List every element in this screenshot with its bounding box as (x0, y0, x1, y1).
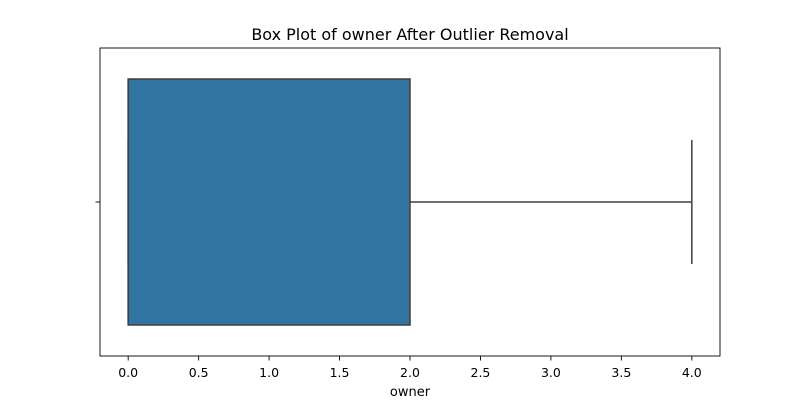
x-tick-label: 0.5 (189, 365, 209, 380)
x-axis-label: owner (390, 385, 431, 400)
x-tick-label: 1.0 (259, 365, 279, 380)
x-axis-ticks: 0.0 0.5 1.0 1.5 2.0 2.5 3.0 3.5 4.0 (118, 356, 702, 380)
iqr-box (127, 78, 411, 326)
x-tick-label: 3.0 (541, 365, 561, 380)
x-tick-label: 2.0 (400, 365, 420, 380)
x-tick-label: 0.0 (118, 365, 138, 380)
x-tick-label: 1.5 (330, 365, 350, 380)
x-tick-label: 3.5 (611, 365, 631, 380)
plot-area (127, 78, 693, 326)
chart-title: Box Plot of owner After Outlier Removal (251, 25, 568, 44)
x-tick-label: 4.0 (682, 365, 702, 380)
x-tick-label: 2.5 (471, 365, 491, 380)
